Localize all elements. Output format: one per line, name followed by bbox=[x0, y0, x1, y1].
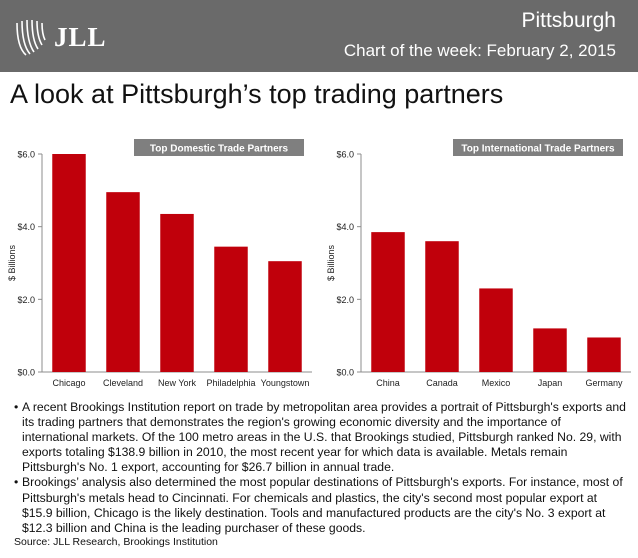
bullet-item: • Brookings’ analysis also determined th… bbox=[14, 475, 628, 535]
bullet-marker: • bbox=[14, 475, 19, 490]
jll-logo-icon bbox=[16, 19, 46, 56]
bullet-marker: • bbox=[14, 400, 19, 414]
y-tick-label: $0.0 bbox=[336, 368, 354, 378]
x-tick-label: Japan bbox=[538, 378, 563, 388]
bar bbox=[533, 328, 567, 372]
y-axis-title: $ Billions bbox=[7, 244, 17, 281]
jll-logo: JLL bbox=[14, 16, 107, 58]
international-trade-chart: Top International Trade Partners $0.0 $2.0… bbox=[319, 132, 638, 394]
x-tick-label: Canada bbox=[426, 378, 458, 388]
x-tick-label: Cleveland bbox=[103, 378, 143, 388]
bar bbox=[106, 192, 140, 372]
x-tick-label: Mexico bbox=[482, 378, 511, 388]
bullet-item: • A recent Brookings Institution report … bbox=[14, 400, 628, 475]
bar bbox=[479, 288, 513, 372]
y-tick-label: $4.0 bbox=[336, 222, 354, 232]
y-tick-label: $6.0 bbox=[336, 150, 354, 160]
report-subtitle: Chart of the week: February 2, 2015 bbox=[343, 41, 616, 60]
y-axis-title: $ Billions bbox=[326, 244, 336, 281]
chart-title: Top International Trade Partners bbox=[461, 144, 615, 155]
bar bbox=[425, 241, 459, 372]
bar bbox=[160, 213, 194, 372]
chart-title-band bbox=[134, 139, 304, 156]
x-tick-label: New York bbox=[158, 378, 197, 388]
x-tick-label: Youngstown bbox=[261, 378, 310, 388]
bar bbox=[214, 246, 248, 372]
y-tick-label: $6.0 bbox=[17, 150, 35, 160]
header-band: JLL Pittsburgh Chart of the week: Februa… bbox=[0, 0, 638, 72]
x-tick-label: Chicago bbox=[52, 378, 85, 388]
bar bbox=[52, 154, 86, 372]
logo-text: JLL bbox=[54, 21, 107, 52]
bullet-text: Brookings’ analysis also determined the … bbox=[22, 475, 623, 535]
bullet-text: A recent Brookings Institution report on… bbox=[22, 400, 626, 475]
y-tick-label: $0.0 bbox=[17, 368, 35, 378]
x-tick-label: Philadelphia bbox=[206, 378, 255, 388]
international-chart-svg: Top International Trade Partners $0.0 $2.0… bbox=[326, 139, 631, 388]
domestic-chart-svg: Top Domestic Trade Partners $0.0 $2.0 $4.0 $… bbox=[7, 139, 312, 388]
y-tick-label: $2.0 bbox=[17, 295, 35, 305]
city-title: Pittsburgh bbox=[521, 9, 616, 32]
chart-title-band bbox=[453, 139, 623, 156]
chart-title: Top Domestic Trade Partners bbox=[150, 144, 289, 155]
source-note: Source: JLL Research, Brookings Institut… bbox=[14, 536, 218, 548]
page-headline: A look at Pittsburgh’s top trading partn… bbox=[10, 79, 504, 109]
x-tick-label: China bbox=[376, 378, 400, 388]
y-tick-label: $2.0 bbox=[336, 295, 354, 305]
y-tick-label: $4.0 bbox=[17, 222, 35, 232]
domestic-trade-chart: Top Domestic Trade Partners $0.0 $2.0 $4.0 $… bbox=[0, 132, 319, 394]
bar bbox=[587, 337, 621, 372]
bar bbox=[268, 261, 302, 372]
x-tick-label: Germany bbox=[585, 378, 623, 388]
bar bbox=[371, 232, 405, 372]
commentary: • A recent Brookings Institution report … bbox=[14, 400, 628, 536]
